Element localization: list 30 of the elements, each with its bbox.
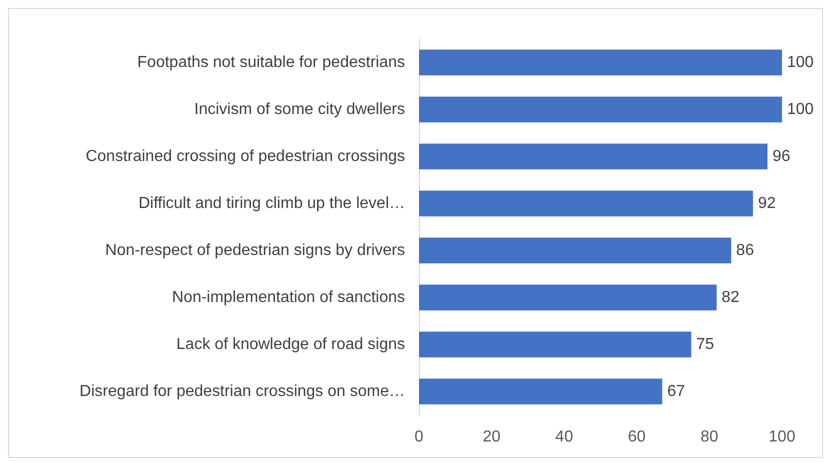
y-tick-label: Footpaths not suitable for pedestrians: [137, 54, 405, 71]
y-tick-label: Disregard for pedestrian crossings on some…: [80, 383, 405, 400]
x-tick-label: 0: [414, 428, 424, 446]
data-label: 67: [667, 383, 686, 400]
bar: [419, 50, 782, 76]
y-tick-label: Difficult and tiring climb up the level…: [138, 195, 405, 212]
bar: [419, 238, 732, 264]
x-tick-label: 20: [482, 428, 501, 446]
bar: [419, 284, 717, 310]
y-tick-label: Incivism of some city dwellers: [194, 101, 405, 118]
y-tick-label: Non-respect of pedestrian signs by drivers: [105, 242, 405, 259]
bar: [419, 190, 753, 216]
x-tick-label: 100: [768, 428, 796, 446]
data-label: 92: [758, 195, 776, 212]
y-tick-label: Constrained crossing of pedestrian crossings: [86, 148, 405, 165]
bar: [419, 332, 692, 358]
data-label: 100: [787, 54, 814, 71]
bar: [419, 144, 768, 170]
data-label: 96: [772, 148, 790, 165]
data-label: 100: [787, 101, 814, 118]
y-tick-label: Lack of knowledge of road signs: [176, 336, 405, 353]
data-label: 75: [696, 336, 714, 353]
data-label: 86: [736, 242, 754, 259]
bar: [419, 96, 782, 122]
data-label: 82: [722, 289, 740, 306]
bar: [419, 378, 662, 404]
y-tick-label: Non-implementation of sanctions: [172, 289, 405, 306]
x-tick-label: 40: [555, 428, 574, 446]
x-tick-label: 80: [700, 428, 718, 446]
x-tick-label: 60: [628, 428, 646, 446]
